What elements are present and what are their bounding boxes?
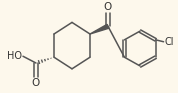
Text: HO: HO [7,51,22,61]
Text: O: O [104,2,112,12]
Polygon shape [90,24,109,34]
Text: Cl: Cl [165,37,174,47]
Text: O: O [32,78,40,88]
